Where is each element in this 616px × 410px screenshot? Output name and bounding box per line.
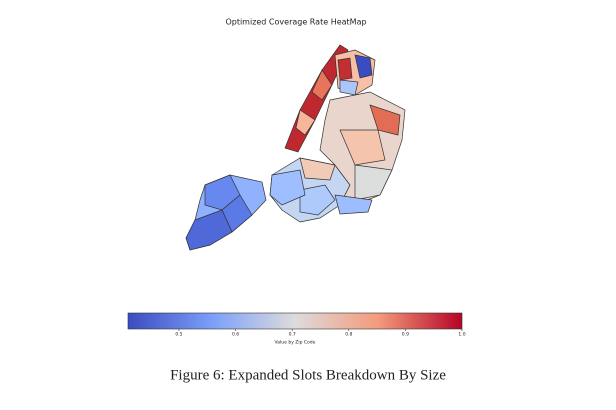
zip-area [354, 164, 393, 201]
zip-area [354, 54, 373, 79]
colorbar-tick-label: 0.5 [175, 332, 182, 338]
caption: Figure 6: Expanded Slots Breakdown By Si… [170, 367, 446, 383]
zip-area [185, 209, 233, 251]
zip-area [337, 57, 353, 81]
zip-area [339, 129, 386, 166]
colorbar-label: Value by Zip Code [275, 340, 316, 346]
colorbar-tick-label: 0.7 [289, 332, 296, 338]
colorbar [127, 312, 463, 330]
zip-area [334, 194, 373, 215]
zip-area [299, 157, 336, 181]
map-title: Optimized Coverage Rate HeatMap [225, 18, 366, 27]
colorbar-tick-label: 0.9 [402, 332, 409, 338]
zip-area [339, 79, 359, 96]
zip-area [295, 109, 316, 136]
zip-area [369, 104, 401, 136]
colorbar-tick-label: 1.0 [458, 332, 465, 338]
map [185, 44, 406, 251]
zip-area [269, 169, 306, 206]
zip-area [311, 69, 333, 101]
colorbar-tick-label: 0.6 [232, 332, 239, 338]
zip-area [299, 184, 336, 216]
colorbar-tick-label: 0.8 [345, 332, 352, 338]
